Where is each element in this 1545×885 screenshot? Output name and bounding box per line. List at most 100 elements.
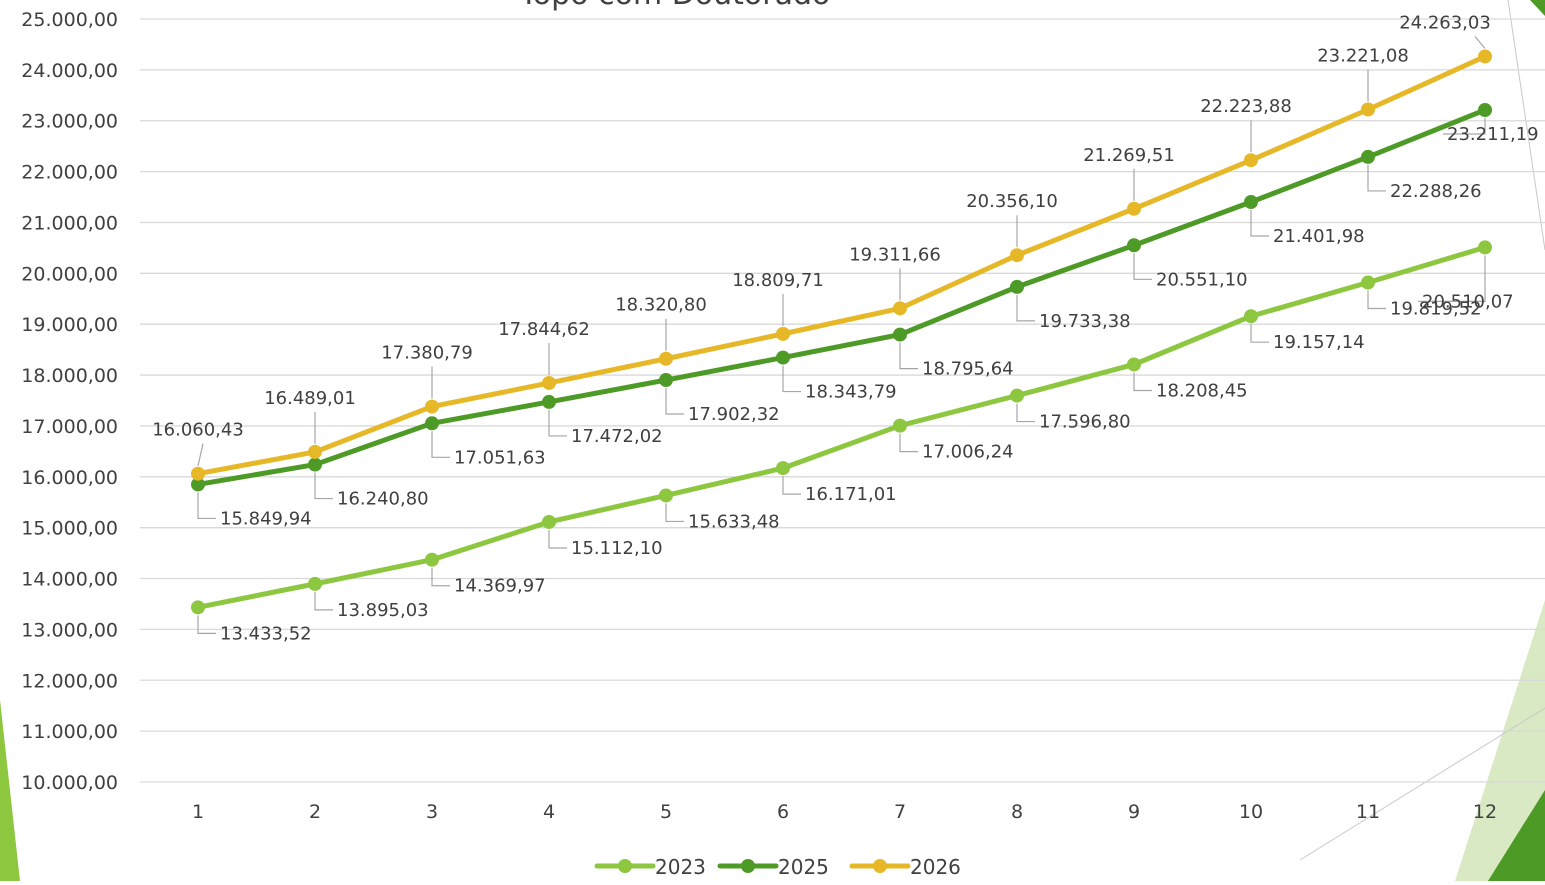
data-point-2023 [1361, 275, 1375, 290]
y-tick-label: 14.000,00 [21, 569, 118, 591]
x-tick-label: 7 [894, 801, 906, 823]
data-point-2023 [1010, 388, 1024, 403]
legend-label: 2026 [910, 855, 961, 879]
data-point-2025 [1010, 279, 1024, 294]
data-label-2026: 20.356,10 [966, 191, 1058, 212]
data-label-2023: 16.171,01 [805, 484, 897, 505]
data-point-2023 [1127, 357, 1141, 372]
data-point-2023 [893, 418, 907, 433]
data-point-2026 [776, 326, 790, 341]
series-line-2026 [195, 53, 1488, 477]
leader-line [1016, 403, 1035, 423]
data-label-2025: 17.051,63 [454, 447, 546, 468]
gridlines [140, 18, 1545, 783]
data-point-2026 [191, 466, 205, 481]
x-tick-label: 8 [1011, 801, 1023, 823]
y-tick-label: 10.000,00 [21, 772, 118, 794]
data-point-2026 [1244, 153, 1258, 168]
leader-line [548, 409, 567, 437]
series-lines [195, 53, 1488, 610]
data-point-2023 [1244, 309, 1258, 324]
y-tick-label: 24.000,00 [21, 60, 118, 82]
leader-line [1016, 294, 1035, 322]
leader-line [782, 365, 801, 393]
y-tick-label: 15.000,00 [21, 518, 118, 540]
x-axis: 1 2 3 4 5 6 7 8 9 10 11 12 [192, 801, 1497, 823]
leader-line [548, 529, 567, 549]
series-line-2025 [195, 107, 1488, 487]
decor-triangle-dark [1488, 790, 1545, 881]
leader-line [431, 431, 450, 458]
data-point-2026 [542, 375, 556, 390]
data-label-2023: 15.633,48 [688, 511, 780, 532]
data-label-2026: 24.263,03 [1399, 12, 1491, 33]
decor-triangle-top [1530, 0, 1545, 16]
data-label-2026: 17.380,79 [381, 343, 473, 364]
data-label-2023: 17.006,24 [922, 442, 1014, 463]
data-label-2025: 17.472,02 [571, 426, 663, 447]
series-line-2023 [195, 244, 1488, 610]
data-point-2026 [425, 399, 439, 414]
data-label-2025: 15.849,94 [220, 508, 312, 529]
x-tick-label: 4 [543, 801, 555, 823]
y-tick-label: 19.000,00 [21, 314, 118, 336]
data-label-2025: 19.733,38 [1039, 311, 1131, 332]
y-tick-label: 20.000,00 [21, 263, 118, 285]
legend-marker [741, 859, 755, 873]
data-point-2025 [1127, 238, 1141, 253]
data-label-2023: 19.157,14 [1273, 332, 1365, 353]
data-point-2025 [308, 457, 322, 472]
x-tick-label: 10 [1239, 801, 1263, 823]
data-point-2026 [308, 444, 322, 459]
legend-marker [618, 859, 632, 873]
x-tick-label: 5 [660, 801, 672, 823]
legend-marker [873, 859, 887, 873]
data-point-2026 [1127, 201, 1141, 216]
data-label-2026: 21.269,51 [1083, 145, 1175, 166]
data-label-2025: 16.240,80 [337, 489, 429, 510]
y-tick-label: 16.000,00 [21, 467, 118, 489]
decor-triangle-light [1455, 600, 1545, 881]
leader-line [1367, 290, 1386, 310]
data-label-2023: 18.208,45 [1156, 380, 1248, 401]
label-leader-lines [197, 36, 1486, 634]
data-label-2026: 18.809,71 [732, 270, 824, 291]
x-tick-label: 3 [426, 801, 438, 823]
data-point-2025 [1244, 195, 1258, 210]
data-point-2023 [425, 552, 439, 567]
leader-line [197, 443, 204, 466]
data-point-2025 [1478, 102, 1492, 117]
data-label-2025: 23.211,19 [1447, 124, 1539, 145]
data-label-2026: 17.844,62 [498, 319, 590, 340]
data-point-2023 [659, 488, 673, 503]
data-label-2023: 13.433,52 [220, 623, 312, 644]
leader-line [665, 503, 684, 523]
y-tick-label: 12.000,00 [21, 670, 118, 692]
leader-line [1133, 253, 1152, 280]
leader-line [1250, 210, 1269, 237]
leader-line [197, 615, 216, 634]
x-tick-label: 12 [1473, 801, 1497, 823]
data-label-2023: 15.112,10 [571, 538, 663, 559]
data-point-2025 [659, 373, 673, 388]
data-point-2026 [659, 351, 673, 366]
y-tick-label: 25.000,00 [21, 9, 118, 31]
data-point-2026 [1010, 248, 1024, 263]
data-point-2026 [1361, 102, 1375, 117]
leader-line [314, 472, 333, 500]
data-label-2023: 13.895,03 [337, 600, 429, 621]
data-label-2026: 19.311,66 [849, 244, 941, 265]
leader-line [1367, 164, 1386, 192]
data-point-2025 [776, 350, 790, 365]
y-tick-label: 22.000,00 [21, 162, 118, 184]
leader-line [899, 433, 918, 453]
x-tick-label: 11 [1356, 801, 1380, 823]
data-label-2026: 18.320,80 [615, 295, 707, 316]
y-tick-label: 21.000,00 [21, 212, 118, 234]
data-label-2025: 21.401,98 [1273, 226, 1365, 247]
leader-line [1250, 324, 1269, 343]
data-point-2025 [893, 327, 907, 342]
